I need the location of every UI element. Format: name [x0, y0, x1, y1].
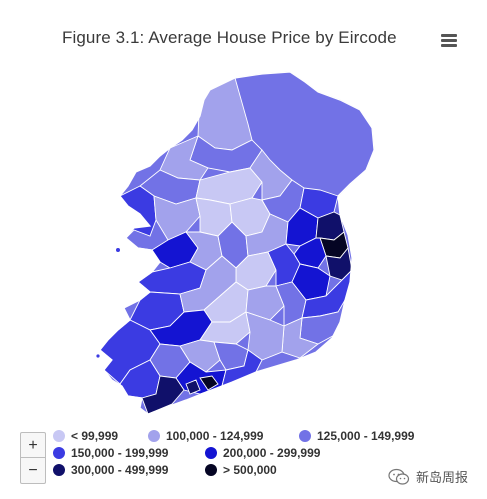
legend-item[interactable]: 125,000 - 149,999	[299, 429, 414, 443]
hamburger-menu-icon[interactable]	[441, 34, 457, 48]
legend-swatch	[299, 430, 311, 442]
ireland-outline	[99, 71, 375, 415]
legend-label: 150,000 - 199,999	[71, 446, 169, 460]
legend-label: > 500,000	[223, 463, 277, 477]
legend-item[interactable]: > 500,000	[205, 463, 277, 477]
wechat-icon	[388, 468, 410, 485]
legend-item[interactable]: 100,000 - 124,999	[148, 429, 263, 443]
legend-swatch	[148, 430, 160, 442]
legend-item[interactable]: 150,000 - 199,999	[53, 446, 168, 460]
legend-label: 125,000 - 149,999	[317, 429, 415, 443]
legend-label: 100,000 - 124,999	[166, 429, 264, 443]
legend-swatch	[53, 430, 65, 442]
island	[146, 298, 150, 302]
zoom-in-button[interactable]: +	[20, 432, 46, 458]
watermark: 新岛周报	[388, 467, 468, 486]
legend-label: 300,000 - 499,999	[71, 463, 169, 477]
legend-label: 200,000 - 299,999	[223, 446, 321, 460]
zoom-out-button[interactable]: −	[20, 458, 46, 484]
chart-title: Figure 3.1: Average House Price by Eirco…	[62, 28, 397, 47]
legend-swatch	[53, 464, 65, 476]
island	[96, 354, 100, 358]
legend-label: < 99,999	[71, 429, 119, 443]
legend-item[interactable]: 200,000 - 299,999	[205, 446, 320, 460]
legend-item[interactable]: < 99,999	[53, 429, 118, 443]
legend-item[interactable]: 300,000 - 499,999	[53, 463, 168, 477]
legend-swatch	[205, 464, 217, 476]
island	[116, 248, 120, 252]
legend-swatch	[205, 447, 217, 459]
legend-swatch	[53, 447, 65, 459]
watermark-text: 新岛周报	[416, 470, 469, 485]
